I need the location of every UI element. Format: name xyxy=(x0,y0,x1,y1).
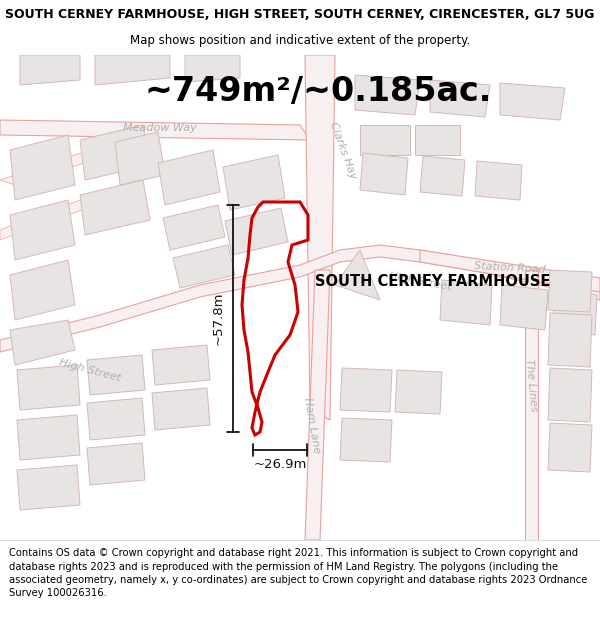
Polygon shape xyxy=(340,368,392,412)
Polygon shape xyxy=(360,153,408,195)
Polygon shape xyxy=(500,83,565,120)
Polygon shape xyxy=(420,156,465,196)
Polygon shape xyxy=(355,75,420,115)
Polygon shape xyxy=(87,355,145,395)
Polygon shape xyxy=(525,270,538,540)
Polygon shape xyxy=(80,180,150,235)
Polygon shape xyxy=(185,55,240,82)
Text: Clarks Hay: Clarks Hay xyxy=(328,120,358,180)
Polygon shape xyxy=(87,443,145,485)
Polygon shape xyxy=(10,200,75,260)
Polygon shape xyxy=(163,205,225,250)
Polygon shape xyxy=(20,55,80,85)
Polygon shape xyxy=(335,250,380,300)
Polygon shape xyxy=(152,345,210,385)
Polygon shape xyxy=(17,415,80,460)
Polygon shape xyxy=(10,135,75,200)
Polygon shape xyxy=(548,313,592,367)
Text: Ham Lane: Ham Lane xyxy=(302,396,322,454)
Text: ~26.9m: ~26.9m xyxy=(253,458,307,471)
Polygon shape xyxy=(17,465,80,510)
Polygon shape xyxy=(225,208,288,255)
Text: Meadow Way: Meadow Way xyxy=(123,123,197,133)
Polygon shape xyxy=(10,320,75,365)
Polygon shape xyxy=(420,250,600,292)
Polygon shape xyxy=(223,155,285,210)
Text: Contains OS data © Crown copyright and database right 2021. This information is : Contains OS data © Crown copyright and d… xyxy=(9,549,587,598)
Polygon shape xyxy=(95,55,170,85)
Polygon shape xyxy=(430,80,490,117)
Text: SOUTH CERNEY FARMHOUSE: SOUTH CERNEY FARMHOUSE xyxy=(315,274,550,289)
Polygon shape xyxy=(395,370,442,414)
Text: Station Road: Station Road xyxy=(474,261,546,275)
Polygon shape xyxy=(0,140,140,185)
Polygon shape xyxy=(0,200,95,240)
Polygon shape xyxy=(360,125,410,155)
Text: The Lines: The Lines xyxy=(524,358,538,412)
Polygon shape xyxy=(440,280,492,325)
Polygon shape xyxy=(80,125,150,180)
Polygon shape xyxy=(548,368,592,422)
Polygon shape xyxy=(548,270,592,312)
Polygon shape xyxy=(500,285,548,330)
Polygon shape xyxy=(10,260,75,320)
Text: High Street: High Street xyxy=(388,272,452,292)
Text: ~57.8m: ~57.8m xyxy=(212,292,225,345)
Polygon shape xyxy=(173,245,235,288)
Polygon shape xyxy=(340,418,392,462)
Polygon shape xyxy=(115,132,165,185)
Text: Map shows position and indicative extent of the property.: Map shows position and indicative extent… xyxy=(130,34,470,47)
Polygon shape xyxy=(0,120,310,140)
Polygon shape xyxy=(415,125,460,155)
Polygon shape xyxy=(17,365,80,410)
Text: ~749m²/~0.185ac.: ~749m²/~0.185ac. xyxy=(145,76,493,109)
Text: SOUTH CERNEY FARMHOUSE, HIGH STREET, SOUTH CERNEY, CIRENCESTER, GL7 5UG: SOUTH CERNEY FARMHOUSE, HIGH STREET, SOU… xyxy=(5,8,595,21)
Text: High Street: High Street xyxy=(58,357,122,383)
Polygon shape xyxy=(475,161,522,200)
Polygon shape xyxy=(87,398,145,440)
Polygon shape xyxy=(553,290,597,335)
Polygon shape xyxy=(152,388,210,430)
Polygon shape xyxy=(0,245,600,352)
Polygon shape xyxy=(305,55,335,420)
Polygon shape xyxy=(158,150,220,205)
Polygon shape xyxy=(305,270,330,540)
Polygon shape xyxy=(548,423,592,472)
